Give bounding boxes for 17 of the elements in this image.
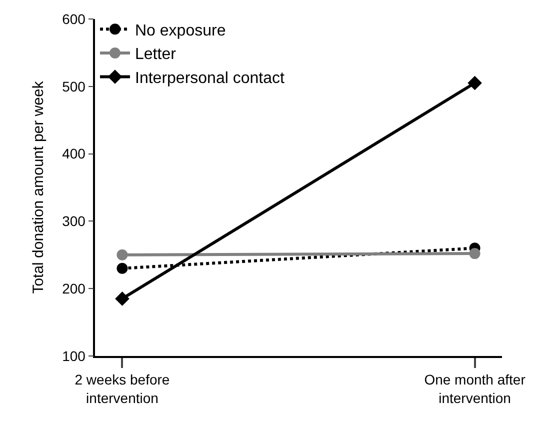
y-tick-label: 500 [62,78,86,94]
y-tick-label: 200 [62,280,86,296]
x-tick-label: 2 weeks before intervention [74,372,170,406]
point [116,262,128,274]
point [116,249,128,260]
y-tick-label: 600 [62,10,86,27]
y-tick-label: 300 [62,213,86,230]
point [115,292,130,306]
legend-label: Interpersonal contact [135,70,285,87]
legend-label: No exposure [135,22,226,40]
y-axis-title: Total donation amount per week [30,80,47,294]
y-tick-label: 400 [62,146,86,162]
y-tick-label: 100 [62,348,86,364]
legend-label: Letter [135,46,177,64]
point [468,76,482,90]
x-tick-label: One month after intervention [424,372,526,406]
point [469,248,480,260]
